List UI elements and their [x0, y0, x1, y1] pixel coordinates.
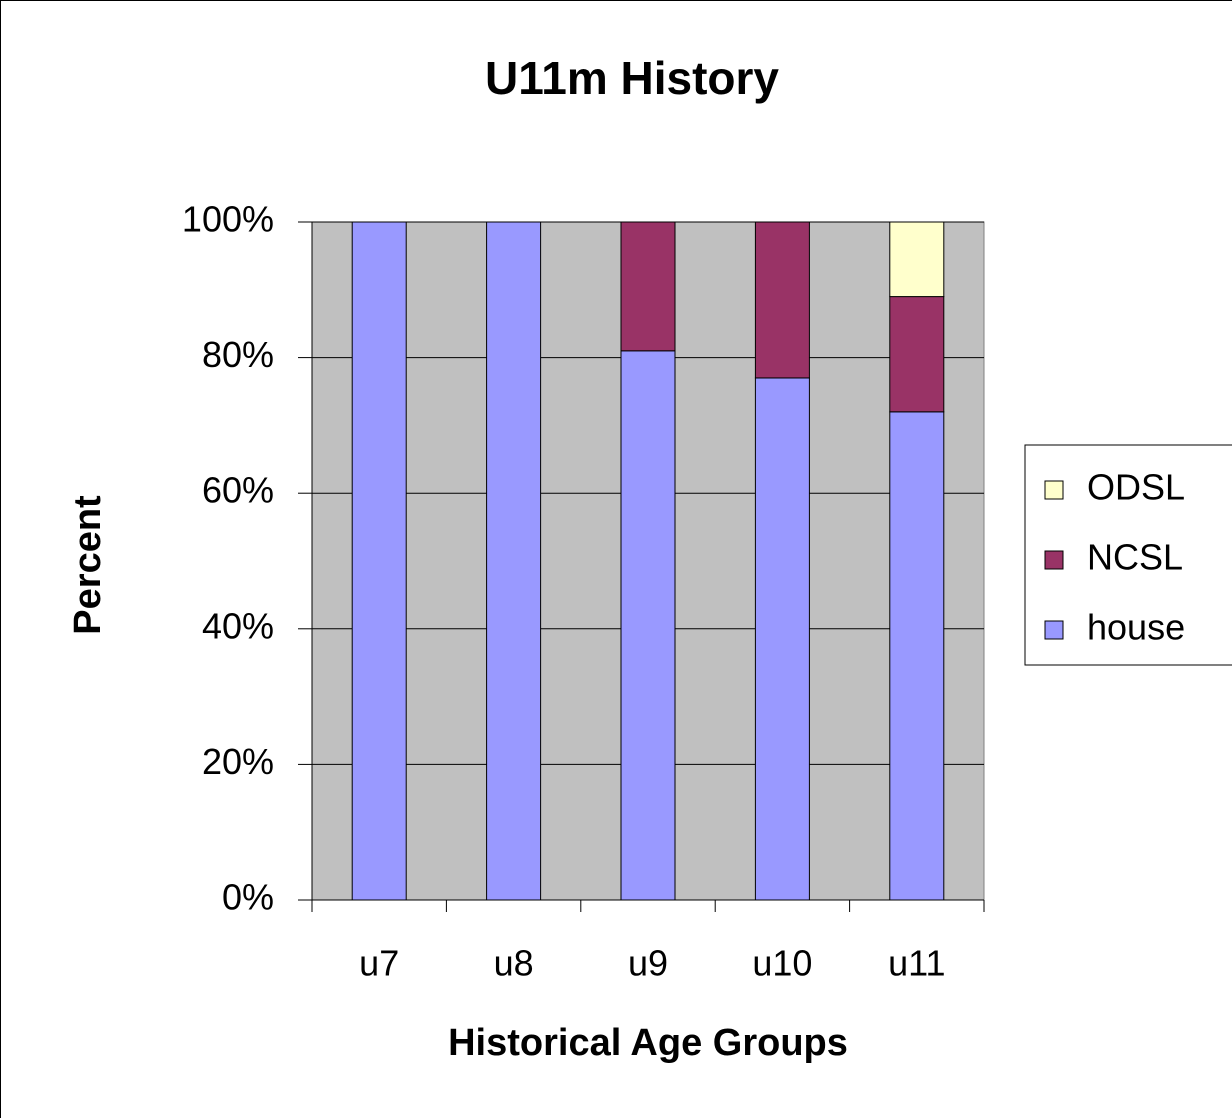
- y-tick-label: 40%: [202, 605, 274, 646]
- x-tick-label: u10: [752, 943, 812, 984]
- legend-label: house: [1087, 607, 1185, 648]
- y-axis-label: Percent: [67, 495, 109, 635]
- x-tick-label: u11: [888, 943, 945, 984]
- chart-title: U11m History: [485, 52, 779, 104]
- bar-segment: [890, 412, 944, 900]
- y-tick-label: 100%: [182, 199, 274, 240]
- x-tick-label: u9: [628, 943, 668, 984]
- x-tick-label: u8: [494, 943, 534, 984]
- x-tick-label: u7: [359, 943, 399, 984]
- bar-segment: [352, 222, 406, 900]
- bar-segment: [890, 222, 944, 297]
- bar-segment: [755, 378, 809, 900]
- bar-segment: [755, 222, 809, 378]
- y-tick-label: 0%: [222, 877, 274, 918]
- legend-swatch: [1045, 621, 1063, 639]
- legend-label: NCSL: [1087, 537, 1183, 578]
- bar-segment: [487, 222, 541, 900]
- y-tick-label: 20%: [202, 741, 274, 782]
- bar-segment: [621, 351, 675, 900]
- bar-segment: [621, 222, 675, 351]
- chart: U11m History Historical Age Groups Perce…: [0, 0, 1232, 1118]
- x-axis-label: Historical Age Groups: [448, 1022, 848, 1064]
- legend-swatch: [1045, 481, 1063, 499]
- y-tick-label: 80%: [202, 334, 274, 375]
- legend-label: ODSL: [1087, 467, 1185, 508]
- legend-swatch: [1045, 551, 1063, 569]
- bar-segment: [890, 297, 944, 412]
- y-tick-label: 60%: [202, 470, 274, 511]
